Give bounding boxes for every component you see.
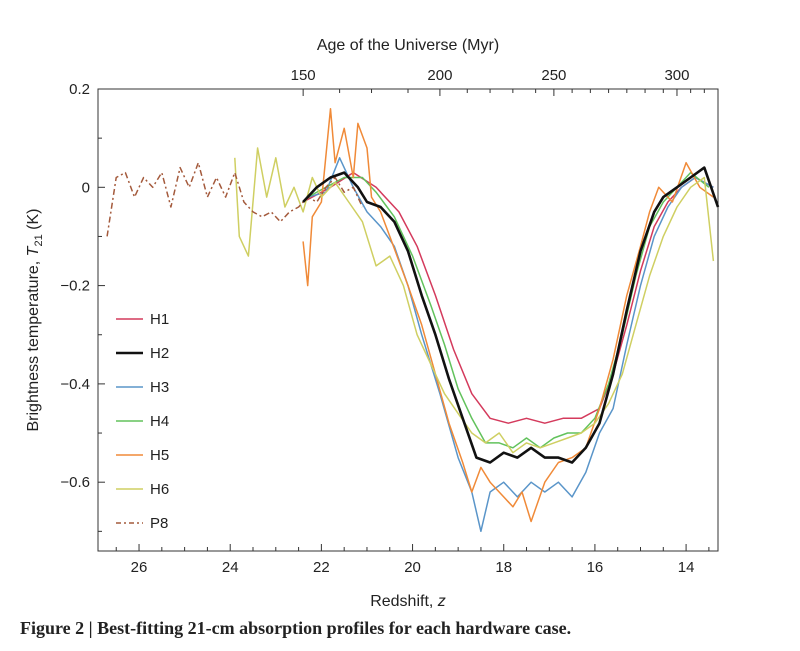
- y-tick-label: −0.4: [60, 376, 90, 393]
- caption-label: Figure 2: [20, 618, 85, 638]
- figure-caption: Figure 2 | Best-fitting 21-cm absorption…: [20, 618, 790, 639]
- x-tick-label: 22: [313, 559, 330, 576]
- x-tick-label: 14: [678, 559, 695, 576]
- top-tick-label: 200: [427, 67, 452, 84]
- series-line-h1: [302, 171, 714, 424]
- top-axis-title: Age of the Universe (Myr): [317, 37, 499, 54]
- legend-label-h6: H6: [150, 481, 169, 498]
- top-tick-label: 300: [664, 67, 689, 84]
- y-axis-title-subscript: 21: [33, 234, 45, 246]
- y-axis-title-unit: (K): [25, 208, 42, 234]
- x-tick-label: 26: [131, 559, 148, 576]
- series-line-h3: [307, 157, 714, 533]
- x-tick-label: 18: [495, 559, 512, 576]
- y-tick-label: −0.2: [60, 278, 90, 295]
- y-axis-title-symbol: T: [25, 245, 42, 256]
- x-axis-title-main: Redshift,: [370, 593, 438, 610]
- x-axis-title: Redshift, z: [370, 593, 446, 610]
- y-axis-title: Brightness temperature, T21 (K): [25, 208, 45, 431]
- x-tick-label: 16: [587, 559, 604, 576]
- series-line-p8: [106, 161, 364, 237]
- series-line-h2: [302, 166, 720, 464]
- legend-label-p8: P8: [150, 515, 168, 532]
- y-tick-label: 0: [82, 179, 90, 196]
- caption-text: Best-fitting 21-cm absorption profiles f…: [97, 618, 572, 638]
- chart: Age of the Universe (Myr) Redshift, z Br…: [25, 37, 720, 610]
- x-tick-label: 24: [222, 559, 239, 576]
- legend-label-h5: H5: [150, 447, 169, 464]
- y-tick-label: −0.6: [60, 474, 90, 491]
- legend-label-h1: H1: [150, 311, 169, 328]
- y-tick-label: 0.2: [69, 81, 90, 98]
- series-line-h6: [234, 147, 715, 454]
- legend-label-h4: H4: [150, 413, 169, 430]
- legend-label-h2: H2: [150, 345, 169, 362]
- legend: H1 H2 H3 H4 H5 H6 P8: [116, 311, 169, 532]
- top-tick-label: 150: [291, 67, 316, 84]
- series-layer: [106, 107, 720, 533]
- series-line-h4: [307, 171, 710, 449]
- y-axis-title-main: Brightness temperature,: [25, 256, 42, 431]
- ticks-layer: 26 24 22 20 18 16 14 0.2 0 −0.2 −0.4 −0.6 150 200 250 3…: [60, 67, 710, 576]
- legend-label-h3: H3: [150, 379, 169, 396]
- series-line-h5: [302, 107, 714, 523]
- x-tick-label: 20: [404, 559, 421, 576]
- top-tick-label: 250: [541, 67, 566, 84]
- x-axis-title-symbol: z: [437, 593, 446, 610]
- caption-separator: |: [88, 618, 93, 638]
